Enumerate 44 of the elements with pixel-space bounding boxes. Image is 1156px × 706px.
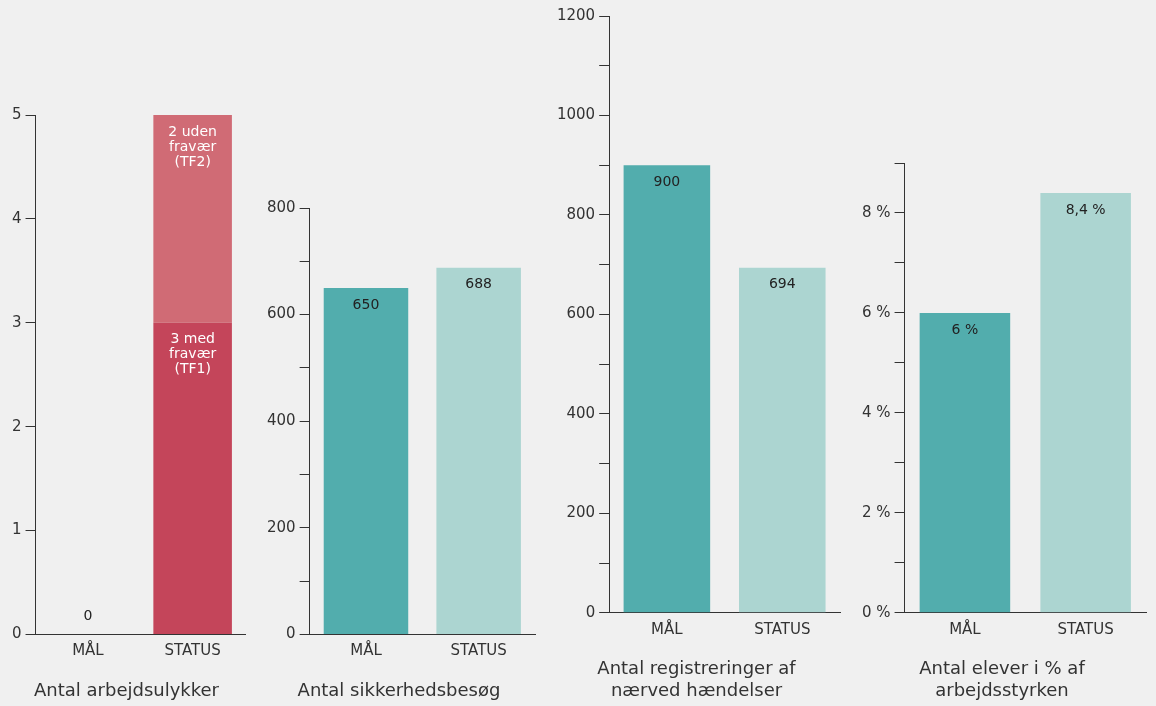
- data-label: 3 med fravær (TF1): [169, 330, 217, 377]
- x-tick-label: STATUS: [1057, 619, 1114, 638]
- y-tick-label: 400: [566, 403, 596, 422]
- x-tick-label: MÅL: [949, 618, 982, 638]
- y-tick-label: 400: [266, 411, 296, 430]
- y-tick-label: 800: [266, 197, 296, 216]
- y-tick-label: 5: [12, 104, 22, 123]
- y-tick-label: 4 %: [861, 402, 891, 421]
- text: Antal arbejdsulykker: [33, 678, 220, 700]
- y-tick-label: 2 %: [861, 502, 891, 521]
- y-tick-label: 3: [12, 312, 22, 331]
- data-label: 900: [653, 172, 681, 189]
- x-tick-label: MÅL: [651, 618, 684, 638]
- y-tick-label: 8 %: [861, 202, 891, 221]
- y-tick-label: 1000: [556, 105, 596, 124]
- y-tick-label: 4: [12, 208, 22, 227]
- y-tick-label: 800: [566, 204, 596, 223]
- x-tick-label: MÅL: [350, 640, 383, 660]
- data-label: 688: [465, 275, 493, 292]
- x-tick-label: MÅL: [72, 640, 105, 660]
- data-label: 6 %: [951, 320, 979, 337]
- y-tick-label: 0: [585, 602, 596, 621]
- y-tick-label: 0: [286, 624, 296, 643]
- y-tick-label: 2: [12, 416, 22, 435]
- data-label: 2 uden fravær (TF2): [168, 122, 217, 169]
- y-tick-label: 1200: [556, 5, 596, 24]
- data-label: 8,4 %: [1065, 200, 1106, 217]
- text: Antal registreringer af nærved hændelser: [597, 657, 797, 700]
- y-tick-label: 6 %: [861, 302, 891, 321]
- x-tick-label: STATUS: [450, 641, 507, 660]
- text: Antal elever i % af arbejdsstyrken: [919, 657, 1086, 700]
- y-tick-label: 600: [566, 304, 596, 323]
- data-label: 0: [83, 607, 93, 624]
- x-tick-label: STATUS: [754, 619, 811, 638]
- y-tick-label: 200: [566, 503, 596, 522]
- data-label: 694: [768, 275, 796, 292]
- y-tick-label: 600: [266, 304, 296, 323]
- y-tick-label: 1: [12, 520, 22, 539]
- x-tick-label: STATUS: [164, 641, 221, 660]
- data-label: 650: [352, 295, 380, 312]
- y-tick-label: 0 %: [861, 602, 891, 621]
- y-tick-label: 200: [266, 517, 296, 536]
- text: Antal sikkerhedsbesøg: [297, 678, 501, 700]
- y-tick-label: 0: [12, 624, 22, 643]
